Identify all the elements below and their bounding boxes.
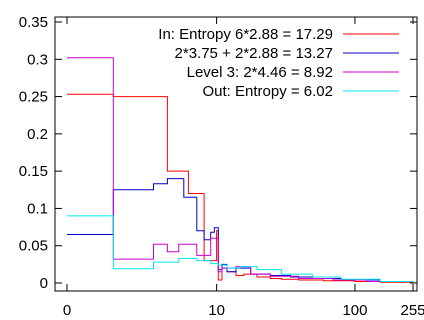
series-line-3 bbox=[67, 57, 414, 283]
plot-frame bbox=[54, 16, 418, 292]
x-tick-label: 0 bbox=[63, 302, 71, 319]
y-tick-label: 0.2 bbox=[27, 126, 48, 143]
series-line-2 bbox=[67, 178, 414, 283]
legend-label-3: Level 3: 2*4.46 = 8.92 bbox=[187, 64, 333, 81]
axes-layer: 0 0.05 0.1 0.15 0.2 0.25 0.3 0.35 0 10 100 255 bbox=[19, 14, 424, 319]
x-tick-label: 10 bbox=[208, 302, 225, 319]
x-tick-label: 255 bbox=[400, 302, 424, 319]
series-layer bbox=[67, 57, 414, 283]
y-tick-label: 0.05 bbox=[19, 238, 48, 255]
y-tick-label: 0.35 bbox=[19, 14, 48, 31]
y-tick-label: 0.15 bbox=[19, 163, 48, 180]
legend-label-2: 2*3.75 + 2*2.88 = 13.27 bbox=[175, 45, 333, 62]
y-tick-label: 0.1 bbox=[27, 200, 48, 217]
x-tick-label: 100 bbox=[342, 302, 367, 319]
y-tick-label: 0.3 bbox=[27, 51, 48, 68]
legend: In: Entropy 6*2.88 = 17.29 2*3.75 + 2*2.8… bbox=[158, 26, 399, 100]
series-line-1 bbox=[67, 93, 413, 283]
legend-label-1: In: Entropy 6*2.88 = 17.29 bbox=[158, 26, 333, 43]
legend-label-4: Out: Entropy = 6.02 bbox=[203, 83, 334, 100]
y-tick-label: 0.25 bbox=[19, 89, 48, 106]
y-tick-label: 0 bbox=[40, 275, 48, 292]
series-line-4 bbox=[67, 215, 414, 283]
